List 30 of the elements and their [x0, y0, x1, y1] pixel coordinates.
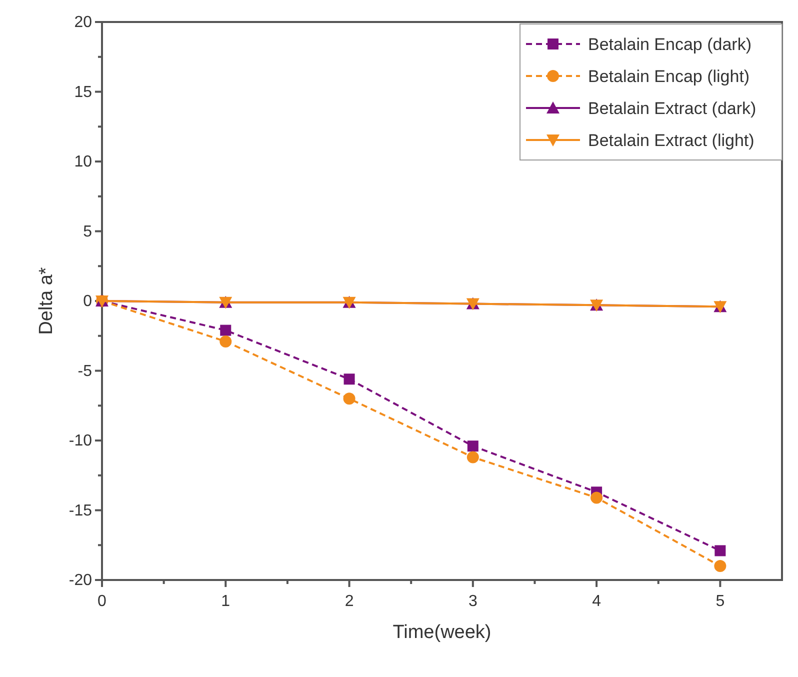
x-tick-label: 4	[592, 593, 602, 610]
x-tick-label: 3	[468, 593, 478, 610]
point	[714, 545, 726, 556]
y-tick-label: 10	[74, 154, 92, 170]
y-tick-label: 0	[83, 293, 92, 310]
legend-label: Betalain Extract (dark)	[588, 99, 756, 118]
point	[344, 374, 355, 385]
legend-label: Betalain Encap (light)	[588, 67, 750, 86]
y-tick-label: -10	[68, 432, 92, 450]
y-tick-label: -15	[68, 502, 92, 520]
x-tick-label: 1	[221, 593, 230, 610]
point	[714, 560, 726, 572]
y-axis-title: Delta a*	[36, 266, 57, 335]
point	[590, 492, 603, 504]
y-tick-label: 15	[74, 84, 92, 101]
point	[343, 392, 356, 405]
legend-label: Betalain Extract (light)	[588, 131, 754, 150]
x-tick-label: 0	[98, 593, 107, 610]
y-tick-label: -20	[68, 572, 92, 589]
point	[220, 324, 232, 336]
y-tick-label: -5	[78, 362, 92, 380]
legend-label: Betalain Encap (dark)	[588, 35, 752, 54]
point	[220, 335, 232, 348]
x-axis-title: Time(week)	[392, 622, 492, 643]
point	[466, 451, 479, 464]
point	[467, 440, 478, 452]
y-tick-label: 5	[83, 223, 92, 240]
y-tick-label: 20	[74, 14, 92, 31]
x-tick-label: 2	[344, 593, 354, 610]
x-tick-label: 5	[716, 593, 725, 610]
